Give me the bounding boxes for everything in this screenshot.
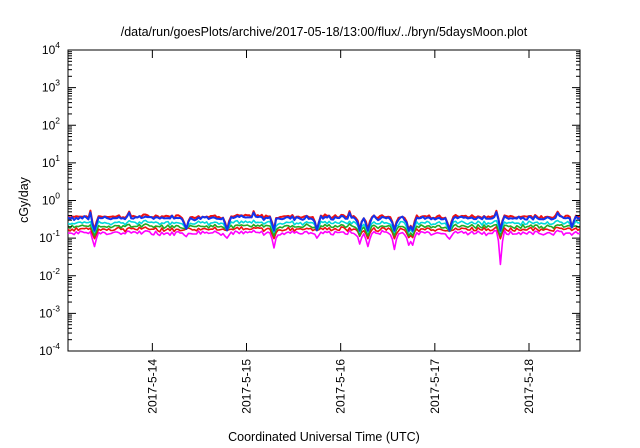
series-line-2 <box>68 211 580 232</box>
y-tick-label: 10-4 <box>39 341 60 358</box>
y-tick-label: 102 <box>42 115 60 132</box>
chart-title: /data/run/goesPlots/archive/2017-05-18/1… <box>121 25 528 39</box>
y-tick-label: 103 <box>42 78 60 95</box>
series-line-5 <box>68 225 580 240</box>
axis-layer: 10-4 10-3 10-2 10-1 100 101 102 103 104 2017-5-14… <box>39 40 580 414</box>
x-axis-label: Coordinated Universal Time (UTC) <box>228 430 420 444</box>
x-tick-label: 2017-5-17 <box>428 359 442 414</box>
y-tick-label: 10-2 <box>39 266 60 283</box>
x-tick-label: 2017-5-18 <box>522 359 536 414</box>
y-tick-label: 10-3 <box>39 303 60 320</box>
y-tick-label: 104 <box>42 40 60 57</box>
series-layer <box>68 209 580 266</box>
series-line-4 <box>68 223 580 237</box>
series-line-3 <box>68 219 580 234</box>
y-tick-label: 100 <box>42 191 60 208</box>
series-line-6 <box>68 229 580 266</box>
y-tick-label: 101 <box>42 153 60 170</box>
x-tick-label: 2017-5-15 <box>240 359 254 414</box>
y-tick-label: 10-1 <box>39 228 60 245</box>
y-axis-label: cGy/day <box>17 176 31 223</box>
x-tick-label: 2017-5-14 <box>145 359 159 414</box>
x-tick-label: 2017-5-16 <box>334 359 348 414</box>
plot-frame <box>67 49 581 352</box>
